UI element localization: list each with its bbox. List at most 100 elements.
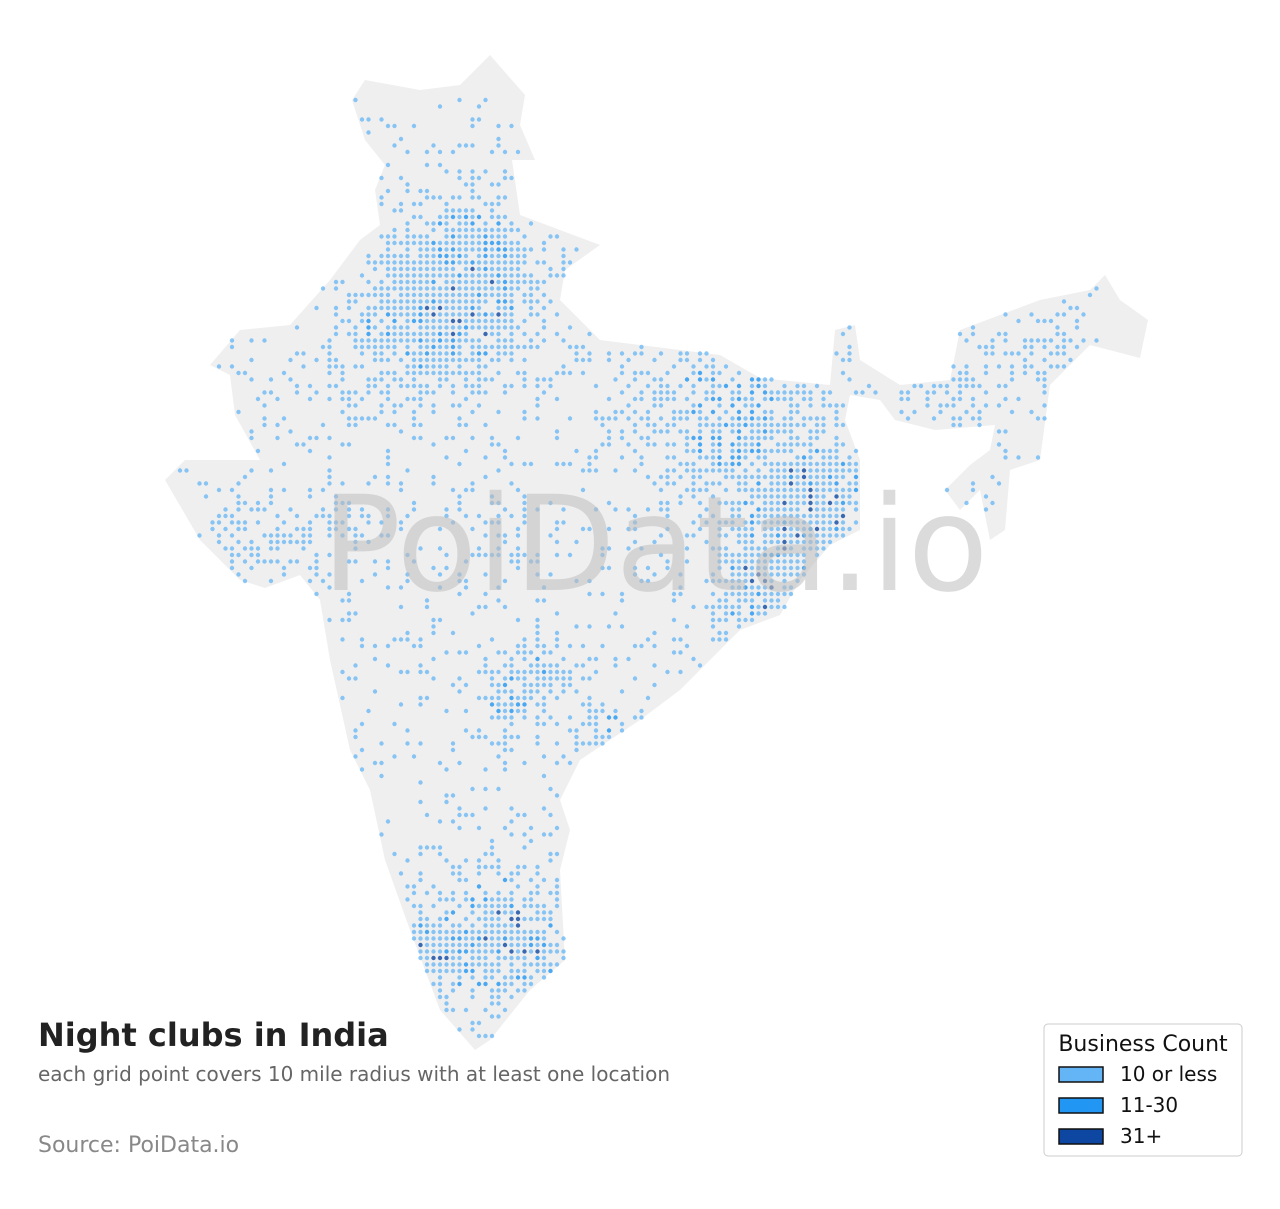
grid-point	[418, 546, 423, 551]
grid-point	[431, 286, 436, 291]
grid-point	[827, 468, 833, 473]
grid-point	[1061, 364, 1067, 369]
grid-point	[392, 266, 397, 272]
grid-point	[262, 403, 267, 408]
grid-point	[853, 500, 859, 506]
grid-point	[515, 279, 521, 285]
grid-point	[340, 390, 345, 395]
grid-point	[502, 760, 508, 766]
grid-point	[697, 435, 703, 441]
grid-point	[840, 526, 846, 532]
grid-point	[476, 942, 482, 948]
grid-point	[509, 253, 514, 259]
grid-point	[509, 305, 514, 311]
grid-point	[437, 936, 443, 941]
grid-point	[834, 513, 839, 519]
grid-point	[444, 253, 449, 259]
grid-point	[762, 559, 768, 564]
grid-point	[743, 448, 748, 454]
grid-point	[385, 663, 391, 668]
grid-point	[684, 416, 690, 421]
grid-point	[515, 884, 521, 889]
grid-point	[437, 975, 443, 980]
grid-point	[632, 409, 638, 415]
grid-point	[541, 598, 547, 603]
grid-point	[834, 500, 839, 506]
grid-point	[463, 338, 469, 343]
grid-point	[808, 526, 813, 532]
grid-point	[554, 630, 560, 636]
grid-point	[457, 312, 462, 317]
grid-point	[509, 981, 514, 987]
grid-point	[223, 526, 228, 532]
grid-point	[476, 377, 482, 382]
grid-point	[769, 578, 774, 584]
grid-point	[782, 390, 787, 395]
grid-point	[405, 234, 410, 239]
grid-point	[496, 520, 501, 525]
grid-point	[366, 513, 371, 519]
grid-point	[444, 266, 449, 272]
grid-point	[431, 481, 436, 486]
grid-point	[398, 377, 404, 382]
grid-point	[463, 292, 469, 298]
grid-point	[684, 448, 690, 454]
grid-point	[678, 572, 683, 577]
grid-point	[691, 468, 696, 473]
grid-point	[749, 611, 755, 616]
grid-point	[723, 637, 729, 642]
grid-point	[853, 487, 859, 493]
grid-point	[769, 539, 774, 545]
grid-point	[671, 455, 677, 460]
grid-point	[346, 598, 352, 603]
grid-point	[515, 643, 521, 649]
grid-point	[528, 929, 534, 935]
grid-point	[541, 968, 547, 974]
grid-point	[580, 702, 586, 707]
grid-point	[801, 552, 807, 558]
grid-point	[437, 292, 443, 298]
grid-point	[268, 546, 274, 551]
grid-point	[489, 234, 495, 239]
grid-point	[567, 260, 573, 265]
grid-point	[535, 637, 540, 642]
grid-point	[535, 962, 540, 967]
grid-point	[665, 565, 670, 571]
grid-point	[262, 416, 267, 421]
grid-point	[769, 604, 774, 610]
grid-point	[743, 565, 748, 571]
grid-point	[756, 604, 761, 610]
grid-point	[645, 416, 651, 421]
grid-point	[795, 487, 800, 493]
grid-point	[782, 448, 787, 454]
grid-point	[522, 975, 527, 980]
grid-point	[405, 292, 410, 298]
grid-point	[528, 279, 534, 285]
grid-point	[736, 409, 742, 415]
grid-point	[281, 533, 287, 538]
grid-point	[496, 942, 501, 948]
grid-point	[548, 689, 553, 694]
grid-point	[821, 507, 826, 512]
grid-point	[658, 351, 664, 356]
grid-point	[535, 656, 540, 662]
grid-point	[808, 500, 813, 506]
grid-point	[749, 409, 755, 415]
grid-point	[613, 409, 618, 415]
grid-point	[366, 331, 371, 337]
grid-point	[450, 819, 456, 824]
grid-point	[450, 390, 456, 395]
grid-point	[327, 533, 332, 538]
grid-point	[463, 299, 469, 304]
grid-point	[548, 377, 553, 382]
grid-point	[359, 396, 365, 402]
grid-point	[548, 273, 553, 278]
grid-point	[431, 325, 436, 330]
grid-point	[541, 247, 547, 252]
grid-point	[587, 331, 592, 337]
grid-point	[541, 916, 547, 922]
grid-point	[808, 539, 813, 545]
grid-point	[476, 357, 482, 363]
grid-point	[697, 487, 703, 493]
grid-point	[431, 923, 436, 928]
